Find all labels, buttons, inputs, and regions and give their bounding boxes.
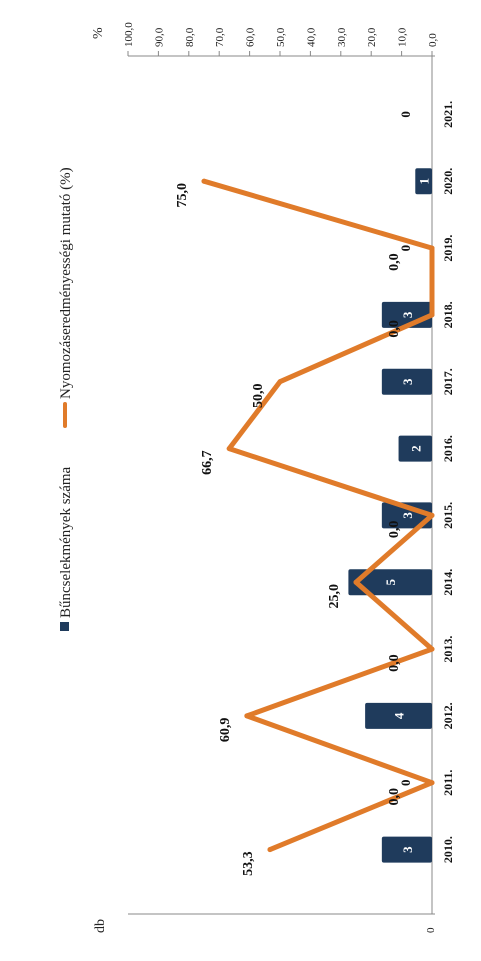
right-axis-tick-label: 40,0 [305,27,317,47]
line-point [429,780,435,786]
bar [348,569,432,596]
right-axis-tick-label: 30,0 [336,27,348,47]
category-label: 2010. [441,836,455,863]
line-value-label: 25,0 [327,584,342,609]
line-point [226,446,232,452]
bar [415,168,432,195]
right-axis-tick-label: 10,0 [397,27,409,47]
bar [398,435,432,462]
line-value-label: 75,0 [175,183,190,208]
category-label: 2020. [441,168,455,195]
category-label: 2016. [441,435,455,462]
line-point [429,312,435,318]
legend-label-line: Nyomozáseredményességi mutató (%) [58,167,74,399]
bar-value-label: 2 [408,445,423,452]
right-axis-unit: % [91,27,106,39]
line-value-label: 0,0 [387,654,402,672]
line-point [429,245,435,251]
category-label: 2012. [441,702,455,729]
bar-value-label: 0 [398,245,413,252]
chart-legend: Bűncselekmények száma Nyomozáseredményes… [58,167,74,631]
line-value-label: 53,3 [241,851,256,876]
category-label: 2021. [441,101,455,128]
category-label: 2015. [441,502,455,529]
line-value-label: 60,9 [218,718,233,743]
bar [365,702,432,729]
category-labels: 2010. 2011. 2012. 2013. 2014. 2015. 2016. 2017.… [441,101,455,863]
legend-label-bars: Bűncselekmények száma [58,466,74,618]
bar [381,836,432,863]
bar-value-label: 0 [398,780,413,787]
line-point [429,512,435,518]
right-axis-tick-label: 0,0 [427,33,439,47]
left-axis-tick-0: 0 [425,927,437,933]
bar-value-label: 3 [400,846,415,853]
bar-value-label: 3 [400,378,415,385]
bar-series [348,168,432,863]
bar-value-label: 1 [417,178,432,185]
line-value-label: 50,0 [251,384,266,409]
right-axis-tick-label: 80,0 [184,27,196,47]
bar-value-label: 3 [400,311,415,318]
line-value-label: 0,0 [387,521,402,539]
line-value-label: 0,0 [387,788,402,806]
data-labels: 3 0 4 5 3 2 3 3 0 1 0 53,3 0,0 60,9 0,0 25,0 0,0 66,7 50,0… [175,111,432,876]
category-label: 2013. [441,636,455,663]
bar-value-label: 3 [400,512,415,519]
line-point [244,713,250,719]
line-point [267,847,273,853]
right-axis-tick-label: 20,0 [366,27,378,47]
category-label: 2019. [441,235,455,262]
line-point [277,379,283,385]
right-axis-tick-label: 70,0 [214,27,226,47]
line-point [201,178,207,184]
line-value-label: 66,7 [200,450,215,475]
line-series [201,178,435,853]
category-label: 2018. [441,301,455,328]
category-label: 2017. [441,368,455,395]
legend-swatch-bars [60,622,69,631]
right-axis-tick-label: 60,0 [245,27,257,47]
right-axis-tick-label: 90,0 [153,27,165,47]
left-axis-unit: db [93,919,108,933]
line-value-label: 0,0 [387,253,402,271]
line-value-label: 0,0 [387,320,402,338]
bar [381,368,432,395]
category-label: 2011. [441,770,455,796]
right-axis-ticks: 0,0 10,0 20,0 30,0 40,0 50,0 60,0 70,0 80,0 90,0 1… [123,22,439,56]
bar-value-label: 4 [392,712,407,719]
right-axis-tick-label: 100,0 [123,22,135,47]
line-point [429,646,435,652]
category-label: 2014. [441,569,455,596]
right-axis-tick-label: 50,0 [275,27,287,47]
bar-value-label: 0 [398,111,413,118]
bar-value-label: 5 [383,579,398,586]
line-point [353,579,359,585]
